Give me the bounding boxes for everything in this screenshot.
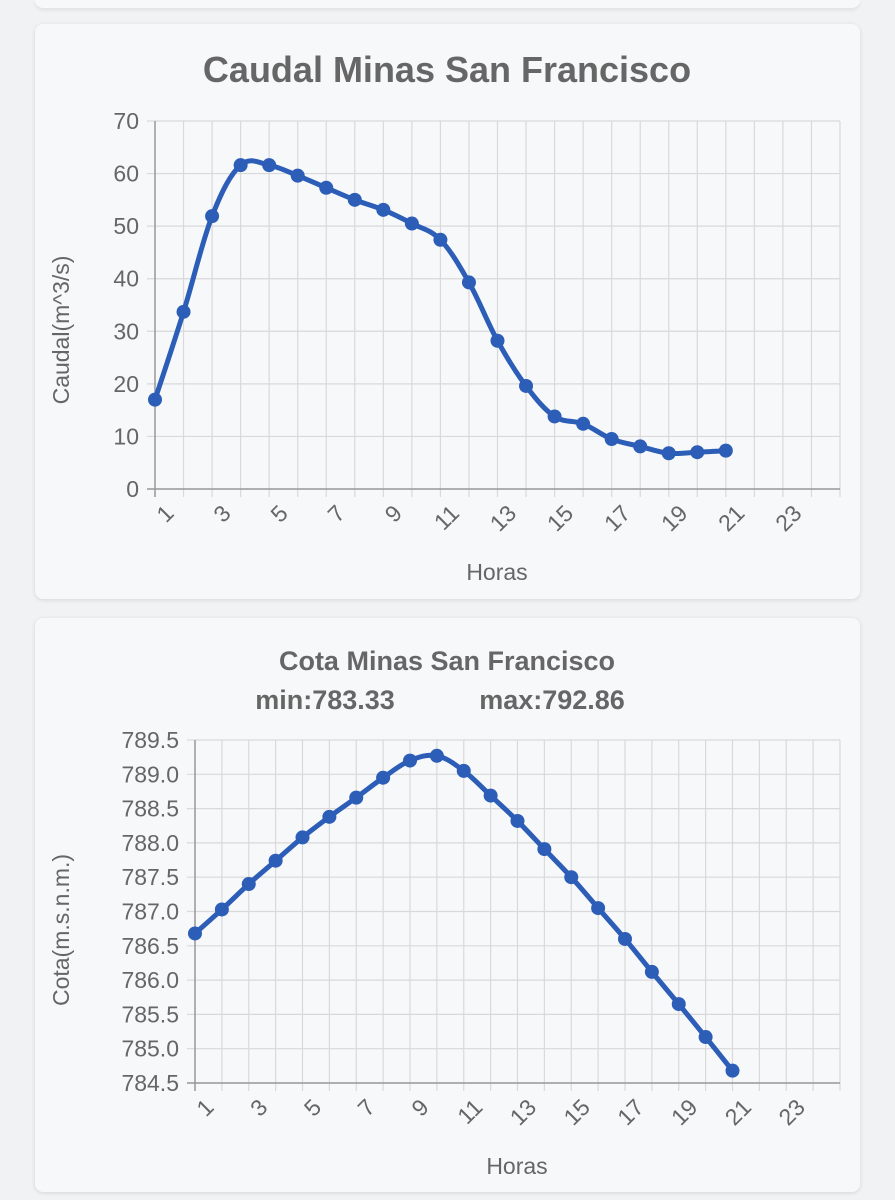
x-tick-label: 9	[406, 1094, 433, 1121]
x-tick-label: 13	[485, 500, 521, 536]
x-tick-label: 23	[773, 1094, 809, 1130]
data-point[interactable]	[241, 877, 256, 892]
data-point[interactable]	[322, 809, 337, 824]
data-point[interactable]	[404, 216, 419, 231]
data-point[interactable]	[564, 870, 579, 885]
data-point[interactable]	[376, 202, 391, 217]
x-tick-label: 17	[612, 1094, 648, 1130]
y-tick-label: 60	[113, 161, 139, 187]
previous-card-edge	[35, 0, 860, 8]
y-tick-label: 785.0	[121, 1036, 179, 1062]
data-point[interactable]	[461, 275, 476, 290]
x-tick-label: 9	[380, 500, 407, 527]
y-tick-label: 787.5	[121, 864, 179, 890]
y-tick-label: 0	[126, 476, 139, 502]
x-axis-label: Horas	[486, 1153, 547, 1179]
y-tick-label: 10	[113, 423, 139, 449]
x-tick-label: 3	[245, 1094, 272, 1121]
y-tick-label: 50	[113, 213, 139, 239]
y-tick-label: 40	[113, 266, 139, 292]
data-point[interactable]	[604, 432, 619, 447]
x-axis-label: Horas	[466, 559, 527, 585]
data-point[interactable]	[690, 445, 705, 460]
chart-subtitle-min: min:783.33	[255, 685, 395, 715]
x-tick-label: 19	[656, 500, 692, 536]
y-axis-label: Cota(m.s.n.m.)	[48, 854, 74, 1006]
chart-title: Caudal Minas San Francisco	[203, 49, 691, 90]
data-point[interactable]	[698, 1030, 713, 1045]
y-tick-label: 785.5	[121, 1001, 179, 1027]
data-point[interactable]	[349, 790, 364, 805]
data-point[interactable]	[433, 232, 448, 247]
data-point[interactable]	[188, 926, 202, 941]
data-point[interactable]	[671, 997, 686, 1012]
data-point[interactable]	[618, 931, 632, 946]
x-tick-label: 1	[191, 1094, 218, 1121]
data-point[interactable]	[519, 378, 534, 393]
data-point[interactable]	[176, 304, 191, 319]
data-point[interactable]	[456, 763, 471, 778]
data-point[interactable]	[718, 443, 733, 458]
caudal-chart: Caudal Minas San Francisco 0 10 20 30 40 50 60…	[48, 49, 841, 585]
data-point[interactable]	[490, 333, 505, 348]
chart-title: Cota Minas San Francisco	[279, 646, 615, 676]
chart-subtitle-max: max:792.86	[479, 685, 625, 715]
data-point[interactable]	[233, 158, 248, 173]
x-tick-label: 21	[720, 1094, 756, 1130]
y-tick-label: 788.0	[121, 830, 179, 856]
data-point[interactable]	[376, 770, 391, 785]
data-point[interactable]	[510, 813, 525, 828]
data-point[interactable]	[214, 902, 229, 917]
data-point[interactable]	[537, 842, 552, 857]
data-point[interactable]	[429, 748, 444, 763]
x-tick-label: 1	[151, 500, 178, 527]
data-point[interactable]	[295, 830, 310, 845]
x-tick-label: 15	[558, 1094, 594, 1130]
data-point[interactable]	[403, 753, 417, 768]
y-tick-label: 789.5	[121, 727, 179, 753]
y-axis-label: Caudal(m^3/s)	[48, 256, 74, 405]
x-tick-label: 5	[265, 500, 292, 527]
x-tick-label: 11	[429, 500, 464, 535]
data-point[interactable]	[268, 853, 283, 868]
data-point[interactable]	[290, 168, 305, 183]
data-point[interactable]	[483, 788, 498, 803]
data-point[interactable]	[262, 158, 277, 173]
data-point[interactable]	[633, 439, 648, 454]
cota-chart-card: Cota Minas San Francisco min:783.33 max:…	[35, 618, 860, 1192]
x-tick-label: 17	[599, 500, 635, 536]
x-tick-label: 7	[352, 1094, 379, 1121]
caudal-chart-card: Caudal Minas San Francisco 0 10 20 30 40 50 60…	[35, 24, 860, 599]
data-point[interactable]	[319, 180, 334, 195]
data-point[interactable]	[148, 392, 162, 407]
x-tick-label: 23	[770, 500, 806, 536]
data-point[interactable]	[661, 446, 676, 461]
x-tick-label: 15	[542, 500, 578, 536]
x-tick-label: 11	[452, 1094, 487, 1129]
y-tick-label: 787.0	[121, 899, 179, 925]
cota-chart: Cota Minas San Francisco min:783.33 max:…	[48, 646, 841, 1179]
y-tick-label: 789.0	[121, 761, 179, 787]
data-point[interactable]	[205, 209, 220, 224]
x-tick-label: 3	[208, 500, 235, 527]
x-tick-label: 21	[713, 500, 749, 536]
data-point[interactable]	[725, 1063, 740, 1078]
data-point[interactable]	[591, 901, 606, 916]
data-point[interactable]	[644, 964, 659, 979]
x-tick-label: 13	[505, 1094, 541, 1130]
y-tick-label: 20	[113, 371, 139, 397]
y-tick-label: 788.5	[121, 796, 179, 822]
x-tick-label: 19	[666, 1094, 702, 1130]
y-tick-label: 786.5	[121, 933, 179, 959]
y-tick-label: 786.0	[121, 967, 179, 993]
x-tick-label: 7	[322, 500, 349, 527]
y-tick-label: 30	[113, 318, 139, 344]
data-point[interactable]	[347, 192, 362, 207]
data-point[interactable]	[547, 409, 562, 424]
y-tick-label: 70	[113, 108, 139, 134]
x-tick-label: 5	[299, 1094, 326, 1121]
y-tick-label: 784.5	[121, 1070, 179, 1096]
data-point[interactable]	[576, 416, 591, 431]
